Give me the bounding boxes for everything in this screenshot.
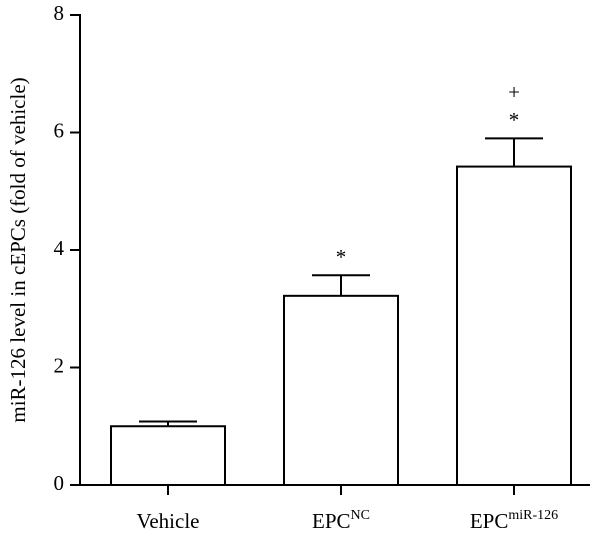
category-name: EPC xyxy=(312,509,351,533)
category-superscript: miR-126 xyxy=(508,508,558,523)
significance-marker: + xyxy=(508,80,520,104)
x-tick-label: EPCNC xyxy=(312,508,370,533)
y-tick-label: 6 xyxy=(54,118,65,142)
x-tick-label: Vehicle xyxy=(137,509,200,533)
y-tick-label: 4 xyxy=(54,236,65,260)
category-superscript: NC xyxy=(351,508,370,523)
category-name: Vehicle xyxy=(137,509,200,533)
y-tick-label: 8 xyxy=(54,1,65,25)
category-name: EPC xyxy=(470,509,509,533)
y-tick-label: 0 xyxy=(54,471,65,495)
significance-marker: * xyxy=(509,108,520,132)
bar xyxy=(110,425,226,486)
significance-marker: * xyxy=(336,245,347,269)
bar xyxy=(456,165,572,486)
bar xyxy=(283,294,399,487)
y-axis-label: miR-126 level in cEPCs (fold of vehicle) xyxy=(6,77,30,422)
x-tick-label: EPCmiR-126 xyxy=(470,508,558,533)
y-tick-label: 2 xyxy=(54,353,65,377)
